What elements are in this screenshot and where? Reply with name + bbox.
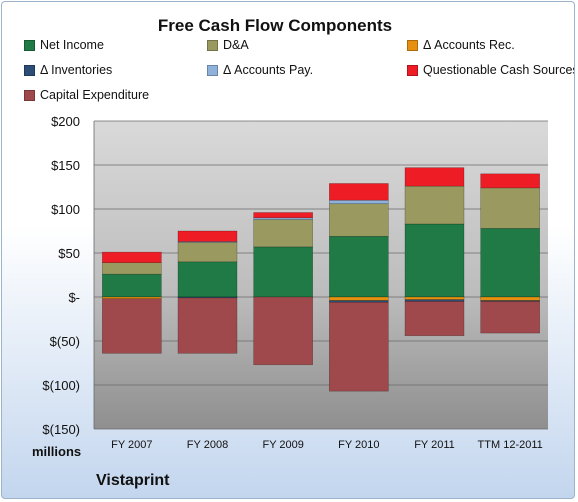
bar-segment [329,203,389,237]
x-tick-label: FY 2009 [262,439,303,451]
company-label: Vistaprint [96,472,170,489]
bar-segment [329,296,389,301]
legend-label: Net Income [40,38,104,52]
x-tick-label: FY 2011 [414,439,455,451]
bar-segment [480,173,540,189]
chart-title: Free Cash Flow Components [157,16,393,35]
legend-item: Δ Accounts Rec. [407,38,515,52]
bar-segment [404,301,465,337]
legend-label: D&A [223,38,249,52]
legend-swatch [24,39,35,51]
legend-label: Δ Accounts Pay. [223,63,314,77]
bar-segment [480,296,540,301]
bar-segment [329,235,389,298]
y-tick-label: $(150) [42,422,80,437]
y-tick-label: $- [68,290,80,305]
legend-label: Δ Inventories [40,63,113,77]
bar-segment [102,298,162,354]
y-tick-label: $(100) [42,378,80,393]
units-label: millions [32,444,82,459]
legend-label: Capital Expenditure [40,88,150,102]
legend-item: Net Income [24,38,104,52]
bar-segment [404,185,465,225]
bar-segment [329,199,389,205]
legend-swatch [24,64,35,76]
bar-segment [404,223,465,298]
legend-label: Questionable Cash Sources [423,63,575,77]
y-tick-label: $200 [51,114,80,129]
bar-segment [480,187,540,229]
x-tick-label: FY 2007 [111,439,152,451]
bar-segment [253,296,313,366]
legend-item: Capital Expenditure [24,88,149,102]
bar-segment [102,273,162,298]
legend-item: Questionable Cash Sources [407,63,575,77]
bar-segment [404,167,465,187]
bar-segment [253,212,313,219]
legend-swatch [407,39,418,51]
legend-swatch [207,64,218,76]
bar-segment [177,261,238,298]
bar-segment [404,296,465,300]
bar-segment [177,230,238,242]
x-tick-label: FY 2008 [187,439,228,451]
y-tick-label: $(50) [50,334,80,349]
bar-segment [177,297,238,354]
bar-segment [329,183,389,201]
x-tick-label: TTM 12-2011 [478,439,543,451]
y-tick-label: $150 [51,158,80,173]
bar-segment [253,246,313,298]
y-tick-label: $50 [58,246,80,261]
x-tick-label: FY 2010 [338,439,379,451]
legend-swatch [207,39,218,51]
bar-segment [102,251,162,263]
legend-swatch [407,64,418,76]
legend-swatch [24,89,35,101]
legend-label: Δ Accounts Rec. [423,38,515,52]
bar-segment [253,219,313,248]
y-tick-label: $100 [51,202,80,217]
bar-segment [177,242,238,263]
plot-area [94,121,548,429]
bar-segment [480,228,540,298]
legend-item: D&A [207,38,249,52]
bar-segment [480,301,540,334]
legend-item: Δ Inventories [24,63,112,77]
bar-segment [102,262,162,275]
bar-segment [329,301,389,392]
legend-item: Δ Accounts Pay. [207,63,313,77]
